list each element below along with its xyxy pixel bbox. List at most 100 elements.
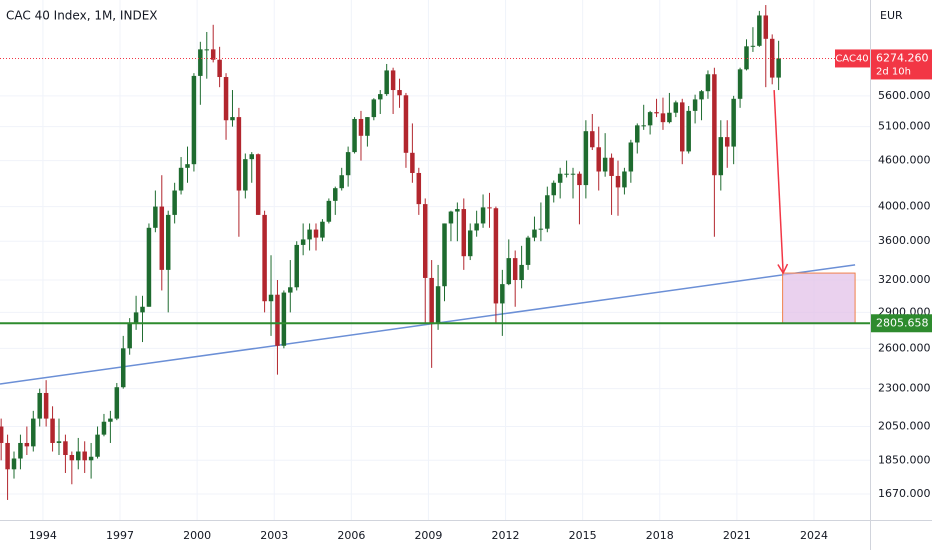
x-tick-label: 2009: [414, 529, 442, 542]
y-tick-label: 5600.000: [878, 89, 931, 102]
symbol-label-bg: [835, 49, 870, 68]
candle-body: [622, 171, 627, 188]
x-tick-label: 2012: [492, 529, 520, 542]
last-price-label: 6274.260: [876, 51, 929, 64]
candle-body: [744, 46, 749, 70]
candle-body: [673, 102, 679, 113]
y-tick-label: 1850.000: [878, 453, 931, 466]
candle-body: [448, 211, 454, 224]
candle-body: [564, 173, 569, 175]
x-tick-label: 2003: [260, 529, 288, 542]
candle-body: [24, 442, 30, 447]
candle-body: [320, 221, 325, 238]
candle-body: [63, 441, 68, 456]
candle-body: [82, 451, 87, 461]
x-tick-label: 2024: [800, 529, 828, 542]
candle-body: [551, 182, 556, 196]
candle-body: [236, 117, 242, 191]
candle-body: [680, 102, 685, 152]
candle-body: [153, 206, 158, 228]
candle-body: [384, 70, 389, 95]
last-price-bg: [871, 49, 932, 80]
candle-body: [776, 58, 781, 78]
candle-body: [275, 294, 280, 346]
candle-body: [763, 15, 769, 39]
candle-body: [435, 286, 441, 323]
y-tick-label: 4000.000: [878, 200, 931, 213]
candle-body: [512, 258, 518, 280]
candle-body: [339, 175, 344, 189]
chart-title: CAC 40 Index, 1M, INDEX: [6, 9, 158, 23]
candle-body: [686, 110, 691, 152]
candle-body: [0, 426, 4, 443]
candle-body: [345, 152, 351, 176]
y-tick-label: 2600.000: [878, 341, 931, 354]
target-box: [782, 272, 856, 324]
candle-body: [76, 451, 81, 461]
candle-body: [403, 95, 409, 153]
candle-body: [18, 442, 23, 459]
candle-body: [326, 200, 332, 222]
candle-body: [204, 49, 210, 51]
candle-body: [545, 195, 550, 229]
candle-body: [69, 455, 75, 461]
arrow-head: [777, 263, 789, 275]
candle-body: [31, 418, 36, 447]
candle-body: [628, 142, 634, 172]
candle-body: [101, 421, 107, 435]
support-label: 2805.658: [876, 316, 929, 329]
candle-body: [590, 131, 595, 148]
candle-body: [506, 258, 512, 285]
candle-body: [371, 99, 377, 118]
candle-body: [609, 157, 614, 176]
candle-body: [352, 118, 357, 153]
candle-body: [397, 90, 402, 96]
candle-body: [198, 49, 203, 76]
candle-body: [172, 190, 177, 215]
candle-body: [750, 45, 756, 47]
candle-body: [120, 348, 126, 388]
candle-body: [255, 154, 261, 215]
candle-body: [737, 69, 743, 99]
candle-body: [333, 188, 338, 201]
candle-body: [191, 75, 197, 165]
candle-body: [249, 154, 254, 160]
candle-body: [635, 125, 640, 143]
candle-body: [217, 59, 222, 78]
candle-body: [365, 117, 370, 136]
candle-body: [223, 77, 229, 121]
candle-body: [230, 117, 235, 121]
candle-body: [641, 125, 646, 127]
y-tick-label: 1670.000: [878, 487, 931, 500]
candle-body: [165, 214, 171, 270]
candle-body: [178, 167, 184, 191]
candle-body: [461, 209, 467, 257]
candle-body: [262, 214, 267, 302]
candle-body: [577, 173, 582, 186]
candle-body: [525, 237, 531, 265]
currency: EUR: [880, 9, 903, 22]
candle-body: [410, 152, 415, 173]
candle-body: [268, 294, 274, 302]
candle-body: [692, 99, 698, 111]
candle-body: [43, 392, 49, 419]
candle-body: [615, 175, 621, 188]
x-tick-label: 2015: [569, 529, 597, 542]
y-tick-label: 3200.000: [878, 273, 931, 286]
y-tick-label: 2300.000: [878, 382, 931, 395]
candle-body: [570, 173, 576, 175]
candle-body: [660, 113, 666, 123]
candle-body: [358, 118, 364, 136]
support-label-bg: [871, 314, 932, 333]
x-tick-label: 1994: [29, 529, 57, 542]
candle-body: [281, 292, 287, 346]
candle-body: [429, 277, 434, 323]
candle-body: [519, 264, 524, 280]
candle-body: [378, 94, 383, 100]
candle-body: [602, 157, 608, 172]
candle-body: [583, 131, 589, 186]
candle-body: [538, 228, 544, 230]
candle-body: [416, 172, 422, 205]
trendline: [0, 264, 856, 385]
